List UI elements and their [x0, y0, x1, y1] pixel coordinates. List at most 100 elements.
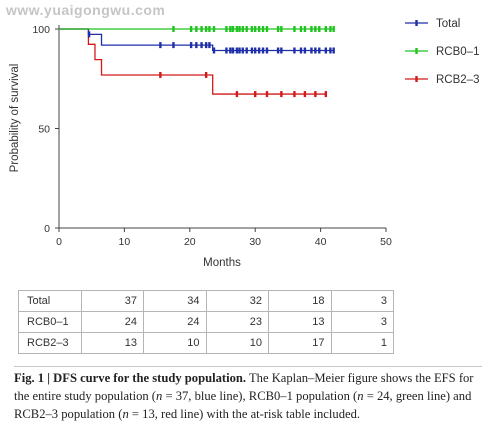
series-line-0 — [59, 28, 334, 52]
censor-mark-1-18 — [265, 26, 269, 32]
censor-mark-1-23 — [303, 26, 307, 32]
censor-mark-1-4 — [204, 26, 208, 32]
censor-mark-2-3 — [254, 91, 257, 98]
figure-caption: Fig. 1 | DFS curve for the study populat… — [14, 366, 482, 423]
censor-mark-0-22 — [280, 47, 283, 54]
censor-mark-1-9 — [231, 26, 235, 32]
censor-mark-0-6 — [204, 42, 208, 49]
x-tick-label-3: 30 — [249, 236, 261, 248]
x-tick-label-0: 0 — [56, 236, 62, 248]
at-risk-row: Total 37 34 32 18 3 — [18, 290, 394, 312]
at-risk-cell: 3 — [330, 290, 394, 312]
at-risk-table: Total 37 34 32 18 3 RCB0–1 24 24 23 13 3 RCB2–3 13 10 1… — [18, 290, 394, 354]
caption-text-b: = 37, blue line), RCB0–1 population ( — [162, 389, 358, 403]
censor-mark-0-18 — [257, 47, 261, 54]
censor-mark-1-7 — [225, 26, 228, 32]
censor-mark-2-9 — [324, 91, 328, 98]
at-risk-cell: 13 — [268, 311, 332, 333]
caption-n-b: n — [357, 389, 364, 403]
censor-mark-1-0 — [172, 26, 175, 32]
at-risk-row: RCB2–3 13 10 10 17 1 — [18, 332, 394, 354]
legend-marker-0 — [415, 20, 418, 26]
censor-mark-1-15 — [254, 26, 257, 32]
legend-label-0: Total — [436, 18, 460, 30]
censor-mark-0-31 — [332, 47, 335, 54]
at-risk-row-label: Total — [18, 290, 82, 312]
legend-marker-2 — [415, 76, 418, 82]
at-risk-cell: 1 — [330, 332, 394, 354]
censor-mark-0-11 — [231, 47, 235, 54]
censor-mark-0-24 — [299, 47, 303, 54]
censor-mark-0-1 — [159, 42, 162, 49]
censor-mark-1-11 — [238, 26, 241, 32]
censor-mark-1-14 — [250, 26, 254, 32]
x-axis-label: Months — [203, 257, 241, 269]
censor-mark-1-28 — [329, 26, 332, 32]
series-2 — [59, 28, 328, 98]
censor-mark-1-29 — [332, 26, 335, 32]
censor-mark-0-16 — [250, 47, 254, 54]
watermark: www.yuaigongwu.com — [6, 2, 166, 18]
censor-mark-0-28 — [318, 47, 321, 54]
censor-mark-0-26 — [310, 47, 313, 54]
censor-mark-1-2 — [195, 26, 198, 32]
censor-mark-0-23 — [293, 47, 296, 54]
legend-label-1: RCB0–1 — [436, 46, 479, 58]
y-axis-label: Probability of survival — [9, 64, 21, 173]
censor-mark-1-26 — [318, 26, 321, 32]
censor-mark-0-10 — [229, 47, 232, 54]
censor-mark-1-20 — [280, 26, 283, 32]
censor-mark-1-13 — [245, 26, 248, 32]
at-risk-cell: 24 — [80, 311, 144, 333]
censor-mark-0-13 — [238, 47, 241, 54]
censor-mark-1-10 — [235, 26, 239, 32]
legend: Total RCB0–1 RCB2–3 — [405, 18, 479, 86]
censor-mark-1-19 — [276, 26, 280, 32]
at-risk-cell: 34 — [143, 290, 207, 312]
series-line-2 — [59, 28, 326, 95]
censor-mark-2-5 — [280, 91, 283, 98]
x-tick-label-5: 50 — [380, 236, 392, 248]
censor-mark-0-29 — [324, 47, 328, 54]
censor-mark-0-20 — [265, 47, 269, 54]
censor-mark-0-19 — [261, 47, 265, 54]
at-risk-cell: 24 — [143, 311, 207, 333]
kaplan-meier-chart: 0 10 20 30 40 50 0 50 100 Total RCB0–1 RCB2–3 Mont… — [9, 18, 479, 269]
censor-mark-1-5 — [208, 26, 211, 32]
censor-mark-1-6 — [212, 26, 216, 32]
x-tick-label-2: 20 — [184, 236, 196, 248]
y-tick-label-1: 50 — [38, 124, 50, 136]
censor-mark-1-24 — [310, 26, 313, 32]
x-tick-label-1: 10 — [119, 236, 131, 248]
series-0 — [59, 28, 335, 54]
censor-mark-0-21 — [276, 47, 280, 54]
censor-mark-0-7 — [208, 42, 211, 49]
at-risk-row-label: RCB2–3 — [18, 332, 82, 354]
caption-text-c: = 24, green line) and RCB2–3 population … — [14, 389, 472, 421]
censor-mark-0-2 — [172, 42, 175, 49]
censor-mark-2-7 — [303, 91, 307, 98]
at-risk-cell: 23 — [205, 311, 269, 333]
at-risk-cell: 3 — [330, 311, 394, 333]
censor-mark-2-8 — [314, 91, 317, 98]
caption-label: Fig. 1 | DFS curve for the study populat… — [14, 371, 247, 385]
censor-mark-2-2 — [235, 91, 239, 98]
y-tick-label-2: 100 — [32, 24, 50, 36]
censor-mark-0-17 — [254, 47, 257, 54]
censor-mark-0-27 — [314, 47, 317, 54]
x-tick-label-4: 40 — [315, 236, 327, 248]
censor-mark-1-16 — [257, 26, 261, 32]
censor-mark-0-15 — [245, 47, 248, 54]
censor-mark-0-5 — [200, 42, 203, 49]
at-risk-row: RCB0–1 24 24 23 13 3 — [18, 311, 394, 333]
censor-mark-1-17 — [261, 26, 265, 32]
censor-mark-0-30 — [329, 47, 332, 54]
at-risk-cell: 37 — [80, 290, 144, 312]
caption-n-a: n — [156, 389, 163, 403]
legend-marker-1 — [415, 48, 418, 54]
at-risk-cell: 32 — [205, 290, 269, 312]
y-tick-label-0: 0 — [44, 223, 50, 235]
censor-mark-0-4 — [195, 42, 198, 49]
censor-mark-2-4 — [265, 91, 269, 98]
caption-text-d: = 13, red line) with the at-risk table i… — [128, 407, 361, 421]
